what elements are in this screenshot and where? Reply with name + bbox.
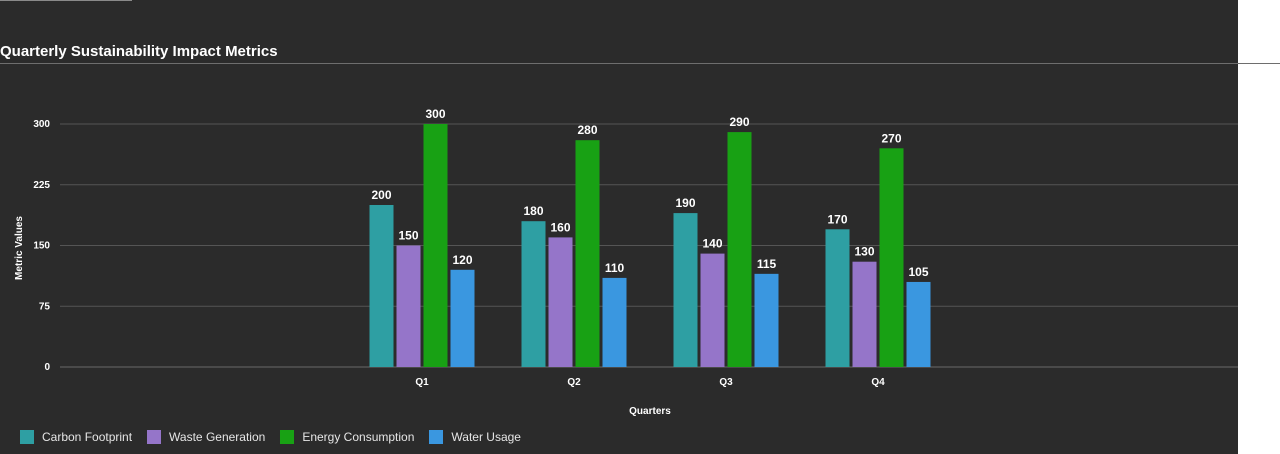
data-label: 190 — [675, 196, 695, 210]
x-tick-label: Q2 — [567, 377, 581, 388]
data-label: 300 — [425, 107, 445, 121]
bar — [852, 261, 877, 367]
x-tick-label: Q4 — [871, 377, 885, 388]
data-label: 180 — [523, 204, 543, 218]
x-tick-label: Q1 — [415, 377, 429, 388]
bar — [369, 205, 394, 367]
legend-label: Carbon Footprint — [42, 430, 133, 444]
bar — [700, 253, 725, 367]
y-tick-label: 75 — [39, 301, 51, 312]
legend-label: Energy Consumption — [302, 430, 415, 444]
bar — [754, 273, 779, 367]
bar — [450, 269, 475, 367]
bar — [575, 140, 600, 367]
data-label: 170 — [827, 212, 847, 226]
legend-item: Water Usage — [429, 430, 521, 444]
bar — [396, 245, 421, 367]
data-label: 160 — [550, 220, 570, 234]
legend-label: Waste Generation — [169, 430, 266, 444]
y-tick-label: 300 — [33, 119, 50, 130]
data-label: 115 — [757, 257, 777, 271]
x-axis-title: Quarters — [629, 406, 671, 417]
bar — [521, 221, 546, 367]
data-label: 140 — [702, 237, 722, 251]
legend-item: Carbon Footprint — [20, 430, 132, 444]
y-tick-label: 225 — [33, 180, 50, 191]
bar — [825, 229, 850, 367]
legend-item: Waste Generation — [147, 430, 265, 444]
bar — [906, 281, 931, 367]
legend-swatch — [147, 430, 162, 444]
x-tick-label: Q3 — [719, 377, 733, 388]
data-label: 200 — [371, 188, 391, 202]
legend-swatch — [20, 430, 34, 444]
bar — [548, 237, 573, 367]
bar — [727, 132, 752, 367]
legend-item: Energy Consumption — [280, 430, 414, 444]
bar — [423, 124, 448, 367]
title-divider — [0, 63, 1280, 64]
bar — [602, 277, 627, 367]
chart-legend: Carbon Footprint Waste Generation Energy C… — [20, 430, 536, 444]
bar — [673, 213, 698, 367]
data-label: 120 — [452, 253, 472, 267]
data-label: 280 — [577, 123, 597, 137]
data-label: 270 — [881, 131, 901, 145]
y-tick-label: 0 — [44, 362, 50, 373]
bar — [879, 148, 904, 367]
chart-panel: Quarterly Sustainability Impact Metrics — [0, 0, 1238, 454]
data-label: 150 — [398, 229, 418, 243]
legend-swatch — [429, 430, 444, 444]
top-tab-indicator — [0, 0, 132, 1]
data-label: 130 — [854, 245, 874, 259]
data-label: 105 — [908, 265, 928, 279]
chart-title: Quarterly Sustainability Impact Metrics — [0, 43, 278, 60]
data-label: 110 — [605, 261, 625, 275]
legend-label: Water Usage — [451, 430, 521, 444]
data-label: 290 — [729, 115, 749, 129]
legend-swatch — [280, 430, 295, 444]
y-axis-title: Metric Values — [14, 216, 25, 280]
y-tick-label: 150 — [33, 241, 50, 252]
